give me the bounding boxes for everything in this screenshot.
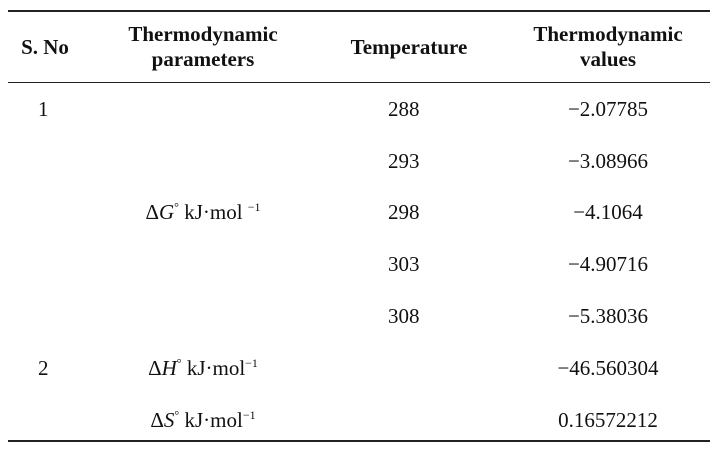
param-delta-s: ΔS° kJ·mol−1 xyxy=(150,408,256,432)
row-1-temperature: 288 xyxy=(388,97,420,121)
header-temperature: Temperature xyxy=(350,34,468,59)
thermodynamics-table: S. No Thermodynamic parameters Temperatu… xyxy=(8,10,710,442)
param-delta-g: ΔG° kJ·mol −1 xyxy=(145,200,261,224)
row-1-value: −2.07785 xyxy=(567,97,649,121)
row-3-temperature: 298 xyxy=(388,200,420,224)
header-parameters-line1: Thermodynamic xyxy=(128,22,278,46)
table-header-rule xyxy=(8,82,710,83)
row-4-temperature: 303 xyxy=(388,252,420,276)
row-2-value: −3.08966 xyxy=(567,149,649,173)
row-6-sno: 2 xyxy=(38,356,49,380)
param-delta-h: ΔH° kJ·mol−1 xyxy=(148,356,258,380)
header-parameters-line2: parameters xyxy=(151,47,255,71)
row-5-temperature: 308 xyxy=(388,304,420,328)
row-2-temperature: 293 xyxy=(388,149,420,173)
row-6-value: −46.560304 xyxy=(557,356,659,380)
row-4-value: −4.90716 xyxy=(567,252,649,276)
header-parameters: Thermodynamic parameters xyxy=(108,20,298,74)
row-3-value: −4.1064 xyxy=(573,200,643,224)
table-top-rule xyxy=(8,10,710,12)
row-5-value: −5.38036 xyxy=(567,304,649,328)
header-values-line2: values xyxy=(579,47,636,71)
header-sno: S. No xyxy=(21,34,69,59)
header-values: Thermodynamic values xyxy=(508,20,708,74)
row-1-sno: 1 xyxy=(38,97,49,121)
header-values-line1: Thermodynamic xyxy=(533,22,683,46)
row-7-value: 0.16572212 xyxy=(558,408,658,432)
table-bottom-rule xyxy=(8,440,710,442)
